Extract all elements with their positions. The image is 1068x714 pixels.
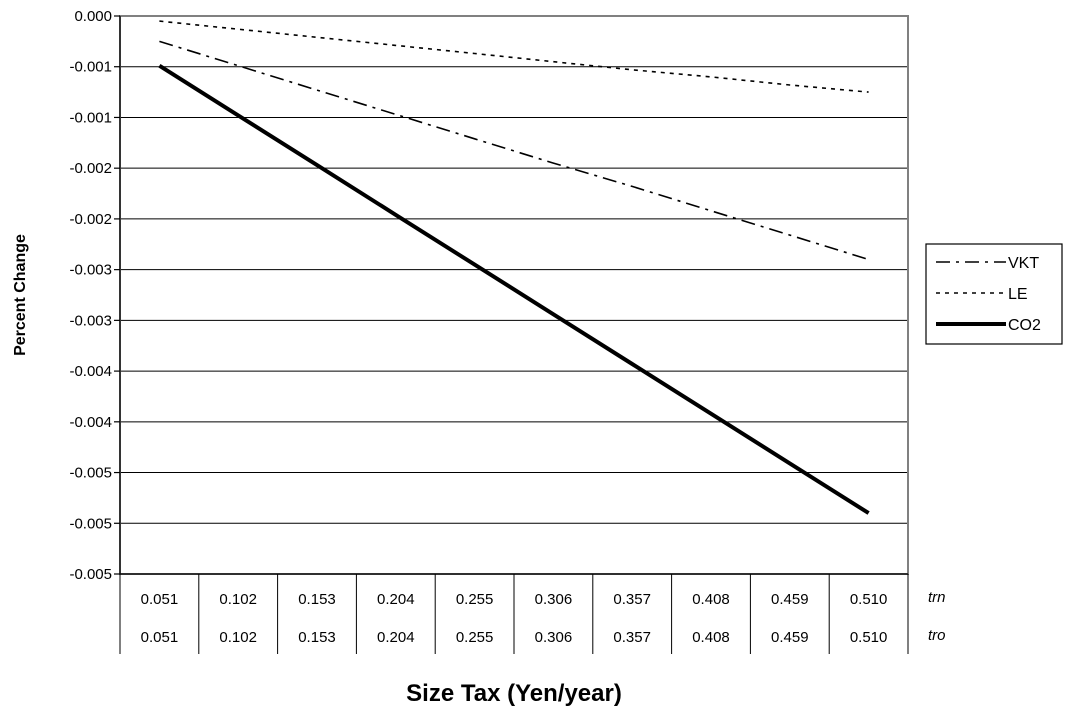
y-tick-label: -0.001: [69, 109, 112, 126]
x-tick-label: 0.408: [692, 591, 730, 608]
y-tick-label: -0.001: [69, 59, 112, 76]
legend-label-le: LE: [1008, 286, 1028, 303]
x-axis-title: Size Tax (Yen/year): [406, 680, 622, 707]
series-vkt-line: [159, 40, 869, 261]
x-tick-label: 0.357: [613, 591, 651, 608]
y-tick-label: 0.000: [74, 8, 112, 25]
y-tick-label: -0.003: [69, 262, 112, 279]
x-tick-label: 0.204: [377, 591, 415, 608]
x-tick-label: 0.357: [613, 629, 651, 646]
y-tick-label: -0.002: [69, 160, 112, 177]
y-tick-label: -0.005: [69, 515, 112, 532]
x-tick-label: 0.306: [535, 591, 573, 608]
y-tick-label: -0.005: [69, 465, 112, 482]
x-category-table: 0.051 0.102 0.153 0.204 0.255 0.306 0.357 0.408…: [119, 573, 946, 654]
y-tick-label: -0.004: [69, 414, 112, 431]
legend-label-vkt: VKT: [1008, 255, 1039, 272]
series-layer: [158, 20, 870, 515]
plot-area-border: [119, 15, 909, 575]
x-tick-label: 0.510: [850, 629, 888, 646]
x-tick-label: 0.204: [377, 629, 415, 646]
x-tick-label: 0.102: [219, 629, 257, 646]
gridlines: [120, 66, 908, 524]
x-tick-label: 0.306: [535, 629, 573, 646]
y-tick-label: -0.005: [69, 566, 112, 583]
x-tick-label: 0.255: [456, 629, 494, 646]
x-tick-label: 0.102: [219, 591, 257, 608]
category-row-label: tro: [928, 627, 946, 644]
x-tick-label: 0.153: [298, 591, 336, 608]
x-tick-label: 0.051: [141, 629, 179, 646]
x-tick-label: 0.459: [771, 591, 809, 608]
x-tick-label: 0.153: [298, 629, 336, 646]
y-axis: 0.000 -0.001 -0.001 -0.002 -0.002 -0.003 -0.00…: [69, 8, 121, 583]
legend: VKT LE CO2: [925, 243, 1063, 345]
series-le-line: [159, 20, 869, 93]
y-tick-label: -0.004: [69, 363, 112, 380]
x-tick-label: 0.255: [456, 591, 494, 608]
series-co2-line: [158, 64, 870, 515]
x-tick-label: 0.408: [692, 629, 730, 646]
x-tick-label: 0.510: [850, 591, 888, 608]
x-tick-label: 0.051: [141, 591, 179, 608]
legend-label-co2: CO2: [1008, 317, 1041, 334]
y-tick-label: -0.003: [69, 312, 112, 329]
x-tick-label: 0.459: [771, 629, 809, 646]
legend-box: [925, 243, 1063, 345]
y-tick-label: -0.002: [69, 211, 112, 228]
category-row-label: trn: [928, 589, 946, 606]
y-axis-title: Percent Change: [12, 234, 29, 356]
